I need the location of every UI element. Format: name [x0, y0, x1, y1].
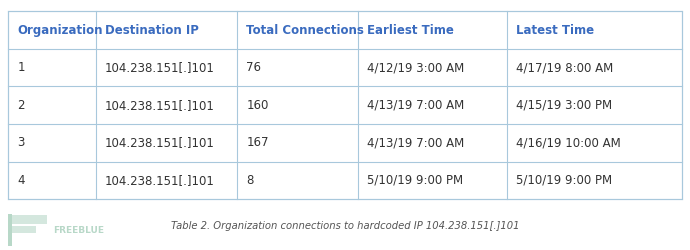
Text: 4: 4 [17, 174, 25, 187]
Text: 167: 167 [246, 136, 268, 149]
Text: Earliest Time: Earliest Time [367, 24, 454, 36]
Text: 4/17/19 8:00 AM: 4/17/19 8:00 AM [515, 61, 613, 74]
Text: 76: 76 [246, 61, 262, 74]
Bar [12, 215, 47, 224]
Text: 8: 8 [246, 174, 253, 187]
Text: 5/10/19 9:00 PM: 5/10/19 9:00 PM [367, 174, 464, 187]
Text: Table 2. Organization connections to hardcoded IP 104.238.151[.]101: Table 2. Organization connections to har… [170, 221, 520, 231]
Text: 4/12/19 3:00 AM: 4/12/19 3:00 AM [367, 61, 464, 74]
Text: FREEBLUE: FREEBLUE [53, 226, 104, 234]
Text: 5/10/19 9:00 PM: 5/10/19 9:00 PM [515, 174, 612, 187]
Text: Total Connections: Total Connections [246, 24, 364, 36]
Text: 4/15/19 3:00 PM: 4/15/19 3:00 PM [515, 99, 612, 112]
Text: Organization: Organization [17, 24, 103, 36]
Text: 1: 1 [17, 61, 25, 74]
Text: 4/16/19 10:00 AM: 4/16/19 10:00 AM [515, 136, 620, 149]
Text: 2: 2 [17, 99, 25, 112]
Text: 4/13/19 7:00 AM: 4/13/19 7:00 AM [367, 99, 464, 112]
Text: 104.238.151[.]101: 104.238.151[.]101 [105, 99, 215, 112]
Text: 4/13/19 7:00 AM: 4/13/19 7:00 AM [367, 136, 464, 149]
Text: Latest Time: Latest Time [515, 24, 593, 36]
Bar [12, 226, 37, 232]
Bar [8, 214, 12, 246]
Text: 104.238.151[.]101: 104.238.151[.]101 [105, 136, 215, 149]
Text: 3: 3 [17, 136, 25, 149]
Bar [8, 11, 682, 199]
Text: 104.238.151[.]101: 104.238.151[.]101 [105, 174, 215, 187]
Text: 104.238.151[.]101: 104.238.151[.]101 [105, 61, 215, 74]
Text: Destination IP: Destination IP [105, 24, 199, 36]
Text: 160: 160 [246, 99, 268, 112]
